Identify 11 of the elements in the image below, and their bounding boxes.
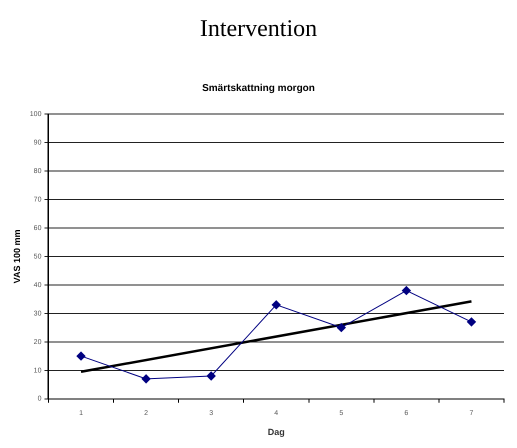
point bbox=[142, 374, 151, 384]
chart-subtitle: Smärtskattning morgon bbox=[202, 82, 315, 94]
x-axis-title: Dag bbox=[268, 427, 285, 438]
point bbox=[336, 323, 346, 332]
point bbox=[206, 372, 216, 381]
chart-title: Intervention bbox=[198, 15, 318, 44]
point bbox=[272, 300, 281, 310]
point bbox=[466, 317, 476, 326]
y-axis-title: VAS 100 mm bbox=[12, 229, 22, 284]
point bbox=[402, 286, 411, 296]
point bbox=[76, 352, 86, 361]
